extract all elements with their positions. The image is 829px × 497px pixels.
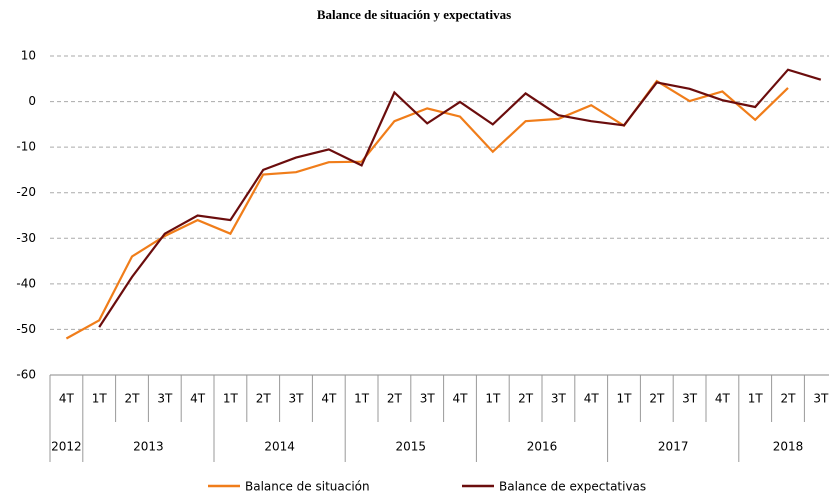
year-label: 2016: [527, 440, 558, 454]
y-tick-label: -60: [16, 368, 36, 382]
x-tick-label: 1T: [354, 392, 370, 406]
x-tick-label: 3T: [420, 392, 436, 406]
x-tick-label: 3T: [551, 392, 567, 406]
year-label: 2017: [658, 440, 689, 454]
x-tick-label: 3T: [682, 392, 698, 406]
x-tick-label: 4T: [453, 392, 469, 406]
x-tick-label: 2T: [256, 392, 272, 406]
x-tick-label: 1T: [223, 392, 239, 406]
x-tick-label: 3T: [289, 392, 305, 406]
x-tick-label: 1T: [748, 392, 764, 406]
x-tick-label: 2T: [649, 392, 665, 406]
year-label: 2014: [264, 440, 295, 454]
year-label: 2013: [133, 440, 164, 454]
x-tick-label: 3T: [813, 392, 829, 406]
year-label: 2018: [773, 440, 804, 454]
x-tick-label: 4T: [715, 392, 731, 406]
y-tick-label: -10: [16, 140, 36, 154]
y-tick-label: 0: [28, 94, 36, 108]
year-label: 2015: [396, 440, 427, 454]
x-tick-label: 4T: [584, 392, 600, 406]
series-line: [65, 79, 789, 340]
y-tick-label: -50: [16, 322, 36, 336]
y-tick-label: -20: [16, 185, 36, 199]
x-tick-label: 2T: [781, 392, 797, 406]
x-tick-label: 1T: [92, 392, 108, 406]
x-tick-label: 1T: [617, 392, 633, 406]
x-tick-label: 2T: [387, 392, 403, 406]
legend-label: Balance de situación: [245, 480, 370, 494]
x-tick-label: 3T: [157, 392, 173, 406]
x-tick-label: 2T: [518, 392, 534, 406]
y-tick-label: 10: [21, 49, 36, 63]
y-tick-label: -30: [16, 231, 36, 245]
x-tick-label: 1T: [485, 392, 501, 406]
series-line: [98, 68, 822, 328]
x-tick-label: 4T: [321, 392, 337, 406]
y-tick-label: -40: [16, 276, 36, 290]
x-tick-label: 4T: [59, 392, 75, 406]
legend-label: Balance de expectativas: [499, 480, 646, 494]
x-tick-label: 4T: [190, 392, 206, 406]
year-label: 2012: [51, 440, 82, 454]
x-tick-label: 2T: [125, 392, 141, 406]
chart-title: Balance de situación y expectativas: [317, 7, 511, 22]
